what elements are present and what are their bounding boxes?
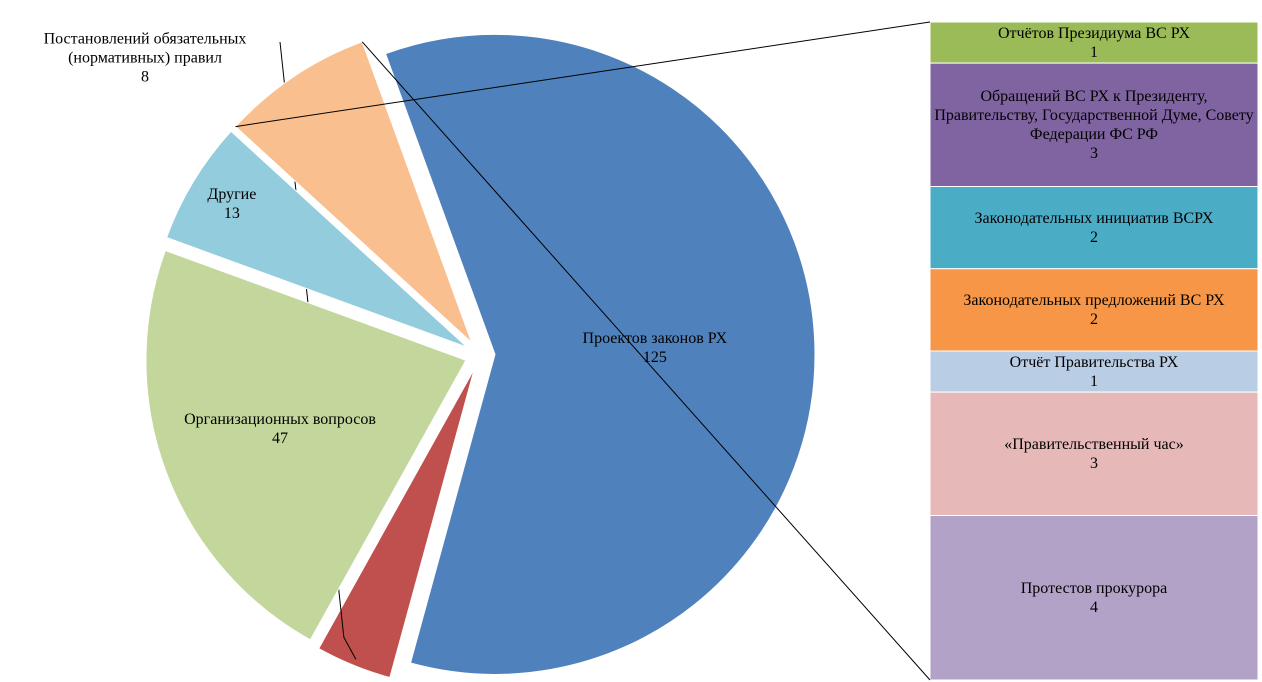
segment-value: 3	[1090, 454, 1098, 472]
segment-value: 4	[1090, 598, 1098, 616]
pie-slice	[384, 33, 816, 675]
segment-label: Обращений ВС РХ к Президенту, Правительс…	[930, 63, 1258, 186]
segment-label: Законодательных инициатив ВСРХ 2	[930, 187, 1258, 269]
bar-segment	[929, 268, 1259, 352]
slice-value: 8	[141, 68, 149, 86]
pie-slice	[165, 130, 468, 348]
connector-line	[235, 21, 931, 128]
bar-segment	[929, 62, 1259, 187]
slice-name: Другие	[207, 186, 257, 204]
bar-segment	[929, 186, 1259, 270]
slice-value: 125	[642, 348, 667, 366]
segment-name: «Правительственный час»	[1004, 435, 1184, 453]
segment-value: 2	[1090, 228, 1098, 246]
slice-label: Другие 13	[132, 185, 332, 223]
segment-label: Законодательных предложений ВС РХ 2	[930, 269, 1258, 351]
bar-segment	[929, 515, 1259, 681]
slice-value: 13	[223, 205, 240, 223]
segment-label: «Правительственный час» 3	[930, 392, 1258, 515]
segment-name: Законодательных инициатив ВСРХ	[974, 209, 1214, 227]
segment-value: 1	[1090, 372, 1098, 390]
segment-value: 1	[1090, 43, 1098, 61]
slice-name: Проектов законов РХ	[582, 329, 728, 347]
segment-name: Протестов прокурора	[1020, 579, 1168, 597]
slice-name: Организационных вопросов	[184, 411, 376, 429]
segment-name: Обращений ВС РХ к Президенту, Правительс…	[934, 87, 1254, 143]
slice-value: 47	[272, 430, 289, 448]
pie-slice	[318, 368, 475, 679]
segment-label: Протестов прокурора 4	[930, 516, 1258, 681]
connector-line	[361, 41, 931, 681]
slice-name: Постановлений обязательных (нормативных)…	[43, 30, 247, 67]
pie-slice	[145, 249, 467, 641]
bar-segment	[929, 21, 1259, 64]
segment-value: 3	[1090, 144, 1098, 162]
segment-name: Законодательных предложений ВС РХ	[963, 291, 1225, 309]
slice-label: Постановлений обязательных (нормативных)…	[5, 30, 285, 87]
pie-slice	[234, 41, 473, 343]
segment-label: Отчётов Президиума ВС РХ 1	[930, 22, 1258, 63]
slice-label: Проектов законов РХ 125	[555, 329, 755, 367]
slice-label: Организационных вопросов 47	[180, 410, 380, 448]
segment-name: Отчётов Президиума ВС РХ	[997, 24, 1191, 42]
segment-name: Отчёт Правительства РХ	[1009, 353, 1179, 371]
segment-value: 2	[1090, 310, 1098, 328]
segment-label: Отчёт Правительства РХ 1	[930, 351, 1258, 392]
